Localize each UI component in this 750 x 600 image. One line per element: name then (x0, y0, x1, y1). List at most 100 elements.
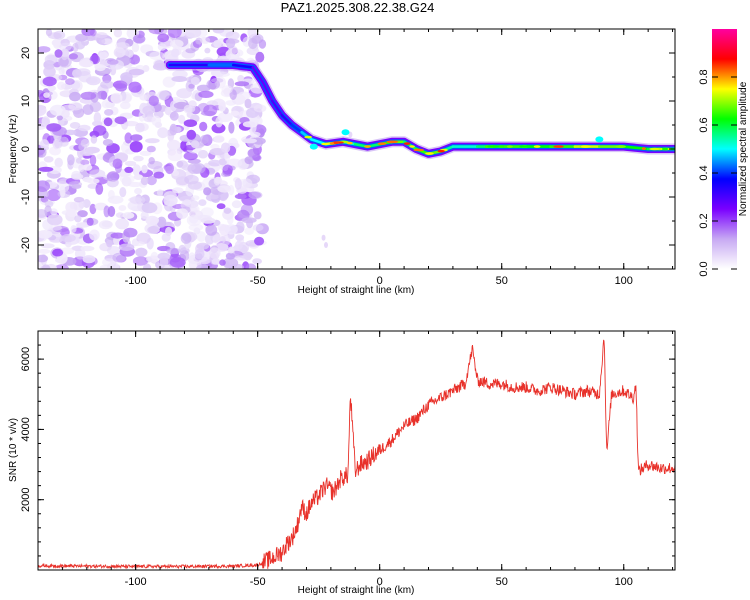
noise-blob (134, 187, 143, 195)
spectrogram-y-axis: 20 10 0 -10 -20 (20, 28, 675, 270)
noise-blob (114, 116, 128, 125)
noise-blob (141, 202, 158, 214)
noise-blob (234, 178, 242, 190)
noise-blob (255, 51, 265, 63)
snr-x-axis: -100 -50 0 50 100 (37, 331, 674, 588)
noise-blob (103, 117, 113, 127)
noise-blob (43, 65, 56, 78)
noise-blob (38, 254, 49, 263)
noise-blob (38, 248, 51, 254)
noise-blob (197, 149, 209, 159)
noise-blob (190, 76, 200, 86)
ridge-hotspot (377, 142, 387, 145)
noise-blob (43, 156, 54, 163)
noise-blob (212, 29, 225, 34)
noise-blob (118, 243, 135, 251)
colorbar-label: Normalized spectral amplitude (738, 81, 749, 216)
noise-blob (321, 234, 326, 241)
noise-blob (115, 212, 125, 218)
noise-blob (38, 46, 51, 53)
noise-blob (171, 76, 188, 82)
noise-blob (60, 247, 75, 255)
noise-blob (157, 127, 169, 139)
noise-blob (253, 211, 262, 220)
ridge-segment (231, 63, 255, 69)
noise-blob (218, 158, 227, 166)
noise-blob (76, 222, 91, 228)
noise-blob (227, 216, 234, 225)
noise-blob (129, 141, 143, 153)
noise-blob (237, 75, 245, 82)
noise-blob (213, 176, 221, 186)
noise-blob (89, 169, 106, 179)
noise-blob (183, 119, 198, 127)
noise-blob (149, 51, 165, 61)
ridge-hotspot (386, 140, 399, 144)
spectrogram-x-axis: -100 -50 0 50 100 (37, 29, 674, 287)
noise-blob (44, 205, 52, 217)
snr-x-tick-label: -50 (250, 576, 266, 588)
ridge-bump (309, 143, 318, 150)
noise-blob (196, 264, 210, 269)
noise-blob (127, 181, 143, 188)
noise-blob (148, 29, 164, 35)
noise-blob (128, 81, 142, 93)
snr-line (38, 339, 675, 570)
snr-frame (37, 330, 676, 571)
noise-blob (212, 234, 226, 245)
noise-blob (58, 67, 65, 75)
noise-blob (167, 150, 183, 162)
noise-blob (54, 49, 63, 58)
noise-blob (78, 59, 94, 68)
noise-blob (56, 115, 63, 121)
noise-blob (115, 83, 127, 92)
noise-blob (67, 154, 75, 166)
colorbar-tick-label: 0.8 (698, 69, 710, 84)
noise-blob (167, 139, 181, 151)
noise-blob (225, 100, 237, 106)
noise-blob (90, 135, 98, 144)
noise-blob (253, 104, 267, 113)
noise-blob (156, 216, 167, 228)
noise-blob (211, 123, 226, 134)
noise-blob (57, 81, 66, 91)
noise-blob (223, 207, 232, 214)
noise-blob (240, 203, 254, 216)
noise-blob (252, 224, 264, 232)
noise-blob (57, 55, 72, 68)
noise-blob (148, 157, 155, 165)
noise-blob (124, 166, 134, 173)
spectrogram-y-tick-label: 10 (20, 95, 32, 107)
noise-blob (69, 122, 81, 129)
noise-blob (46, 123, 62, 132)
noise-blob (78, 143, 88, 151)
noise-blob (166, 247, 181, 255)
noise-blob (80, 245, 95, 252)
noise-blob (69, 91, 81, 102)
noise-blob (82, 255, 96, 264)
noise-blob (191, 195, 200, 201)
noise-blob (157, 33, 169, 43)
noise-blob (50, 208, 58, 216)
ridge-hotspot (425, 152, 434, 155)
noise-blob (146, 175, 157, 186)
noise-blob (151, 115, 162, 127)
snr-y-tick-label: 2000 (20, 487, 32, 511)
noise-blob (95, 32, 108, 39)
noise-blob (106, 239, 113, 248)
ridge-segment (261, 80, 274, 103)
noise-blob (38, 230, 53, 239)
noise-blob (221, 85, 233, 94)
noise-blob (132, 34, 146, 44)
noise-blob (82, 104, 94, 115)
noise-blob (188, 252, 196, 261)
noise-blob (106, 173, 114, 182)
noise-blob (98, 38, 106, 45)
noise-blob (71, 173, 84, 180)
noise-blob (156, 189, 164, 197)
noise-blob (86, 217, 94, 226)
noise-blob (70, 225, 77, 233)
ridge-segment (251, 66, 264, 84)
ridge-hotspot (403, 142, 411, 145)
